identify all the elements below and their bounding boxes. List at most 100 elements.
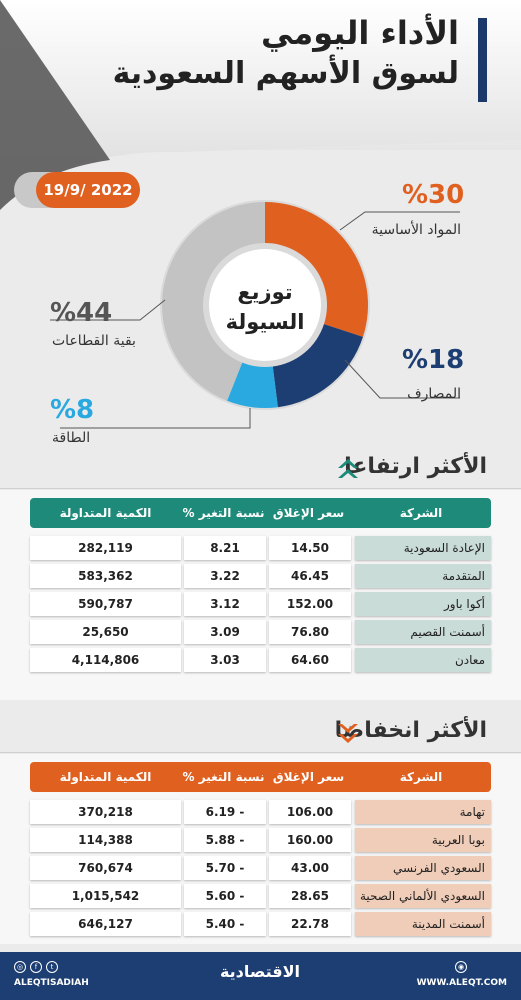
leader-line-others <box>50 299 166 321</box>
losers-section-header: الأكثر انخفاضا <box>0 712 521 758</box>
instagram-icon[interactable]: ◎ <box>14 961 26 973</box>
cell-volume: 114,388 <box>30 828 181 852</box>
cell-change: 5.60 - <box>184 884 266 908</box>
cell-close: 152.00 <box>269 592 351 616</box>
cell-change: 3.22 <box>184 564 266 588</box>
leader-line-materials <box>339 211 460 231</box>
cell-company: بوبا العربية <box>355 828 491 852</box>
table-row: تهامة 106.00 6.19 -370,218 <box>30 800 491 824</box>
leader-line-banks <box>344 359 460 399</box>
donut-center-line2: السيولة <box>226 310 305 334</box>
double-chevron-up-icon <box>338 459 358 478</box>
brand-logo: الاقتصادية <box>219 962 301 981</box>
cell-company: السعودي الألماني الصحية <box>355 884 491 908</box>
table-row: المتقدمة 46.45 3.22 583,362 <box>30 564 491 588</box>
cell-volume: 590,787 <box>30 592 181 616</box>
donut-center <box>209 249 321 361</box>
cell-company: أسمنت المدينة <box>355 912 491 936</box>
table-row: بوبا العربية 160.00 5.88 -114,388 <box>30 828 491 852</box>
cell-company: أكوا باور <box>355 592 491 616</box>
twitter-icon[interactable]: t <box>46 961 58 973</box>
cell-volume: 646,127 <box>30 912 181 936</box>
gainers-table-header: الشركة سعر الإغلاق نسبة التغير % الكمية … <box>30 498 491 528</box>
leader-line-energy <box>60 408 251 429</box>
cell-volume: 583,362 <box>30 564 181 588</box>
losers-table-header: الشركة سعر الإغلاق نسبة التغير % الكمية … <box>30 762 491 792</box>
slice-percent-banks: %18 <box>402 345 465 375</box>
donut-slice-banks <box>272 324 363 408</box>
double-chevron-down-icon <box>338 724 358 743</box>
table-row: أسمنت القصيم 76.80 3.09 25,650 <box>30 620 491 644</box>
col-company: الشركة <box>399 506 443 520</box>
col-volume: الكمية المتداولة <box>59 506 152 520</box>
cell-close: 43.00 <box>269 856 351 880</box>
social-handle[interactable]: ALEQTISADIAH <box>14 978 89 988</box>
cell-close: 64.60 <box>269 648 351 672</box>
cell-change: 5.88 - <box>184 828 266 852</box>
cell-company: المتقدمة <box>355 564 491 588</box>
losers-title: الأكثر انخفاضا <box>334 718 487 743</box>
table-row: السعودي الفرنسي 43.00 5.70 -760,674 <box>30 856 491 880</box>
cell-change: 3.12 <box>184 592 266 616</box>
globe-icon[interactable]: ◉ <box>455 961 467 973</box>
cell-change: 6.19 - <box>184 800 266 824</box>
cell-change: 8.21 <box>184 536 266 560</box>
cell-close: 46.45 <box>269 564 351 588</box>
date-text: 19/9/ 2022 <box>36 172 140 208</box>
slice-label-energy: الطاقة <box>52 430 91 446</box>
donut-slice-others <box>162 202 265 401</box>
cell-close: 28.65 <box>269 884 351 908</box>
cell-change: 5.70 - <box>184 856 266 880</box>
cell-volume: 760,674 <box>30 856 181 880</box>
slice-label-others: بقية القطاعات <box>52 333 136 349</box>
donut-center-line1: توزيع <box>237 280 292 304</box>
col-close: سعر الإغلاق <box>272 770 345 784</box>
cell-change: 3.03 <box>184 648 266 672</box>
cell-company: أسمنت القصيم <box>355 620 491 644</box>
donut-slice-energy <box>227 362 278 408</box>
header-swoosh <box>0 0 521 210</box>
cell-close: 76.80 <box>269 620 351 644</box>
cell-close: 106.00 <box>269 800 351 824</box>
page-subtitle: لسوق الأسهم السعودية <box>112 56 459 91</box>
donut-slice-materials <box>265 202 368 337</box>
date-badge: 19/9/ 2022 <box>14 172 140 208</box>
cell-company: تهامة <box>355 800 491 824</box>
title-accent-bar <box>478 18 487 102</box>
slice-label-banks: المصارف <box>407 386 461 402</box>
website-url[interactable]: WWW.ALEQT.COM <box>416 978 507 988</box>
table-row: أكوا باور 152.00 3.12 590,787 <box>30 592 491 616</box>
cell-close: 160.00 <box>269 828 351 852</box>
slice-percent-energy: %8 <box>50 395 95 425</box>
losers-panel: الشركة سعر الإغلاق نسبة التغير % الكمية … <box>0 754 521 944</box>
divider <box>0 752 521 753</box>
table-row: أسمنت المدينة 22.78 5.40 -646,127 <box>30 912 491 936</box>
col-change: نسبة التغير % <box>182 770 265 784</box>
cell-company: الإعادة السعودية <box>355 536 491 560</box>
gainers-panel: الشركة سعر الإغلاق نسبة التغير % الكمية … <box>0 490 521 700</box>
table-row: السعودي الألماني الصحية 28.65 5.60 -1,015,… <box>30 884 491 908</box>
cell-close: 14.50 <box>269 536 351 560</box>
table-row: الإعادة السعودية 14.50 8.21 282,119 <box>30 536 491 560</box>
cell-change: 3.09 <box>184 620 266 644</box>
cell-volume: 370,218 <box>30 800 181 824</box>
facebook-icon[interactable]: f <box>30 961 42 973</box>
gainers-title: الأكثر ارتفاعا <box>344 454 487 479</box>
liquidity-donut-chart: توزيع السيولة <box>50 200 460 429</box>
cell-change: 5.40 - <box>184 912 266 936</box>
col-volume: الكمية المتداولة <box>59 770 152 784</box>
col-change: نسبة التغير % <box>182 506 265 520</box>
slice-percent-others: %44 <box>50 298 113 328</box>
col-close: سعر الإغلاق <box>272 506 345 520</box>
cell-volume: 25,650 <box>30 620 181 644</box>
cell-company: السعودي الفرنسي <box>355 856 491 880</box>
slice-percent-materials: %30 <box>402 180 465 210</box>
slice-label-materials: المواد الأساسية <box>371 222 461 238</box>
cell-volume: 1,015,542 <box>30 884 181 908</box>
cell-volume: 4,114,806 <box>30 648 181 672</box>
divider <box>0 488 521 489</box>
cell-close: 22.78 <box>269 912 351 936</box>
footer: ◎ f t ALEQTISADIAH الاقتصادية ◉ WWW.ALEQ… <box>0 952 521 1000</box>
cell-volume: 282,119 <box>30 536 181 560</box>
cell-company: معادن <box>355 648 491 672</box>
